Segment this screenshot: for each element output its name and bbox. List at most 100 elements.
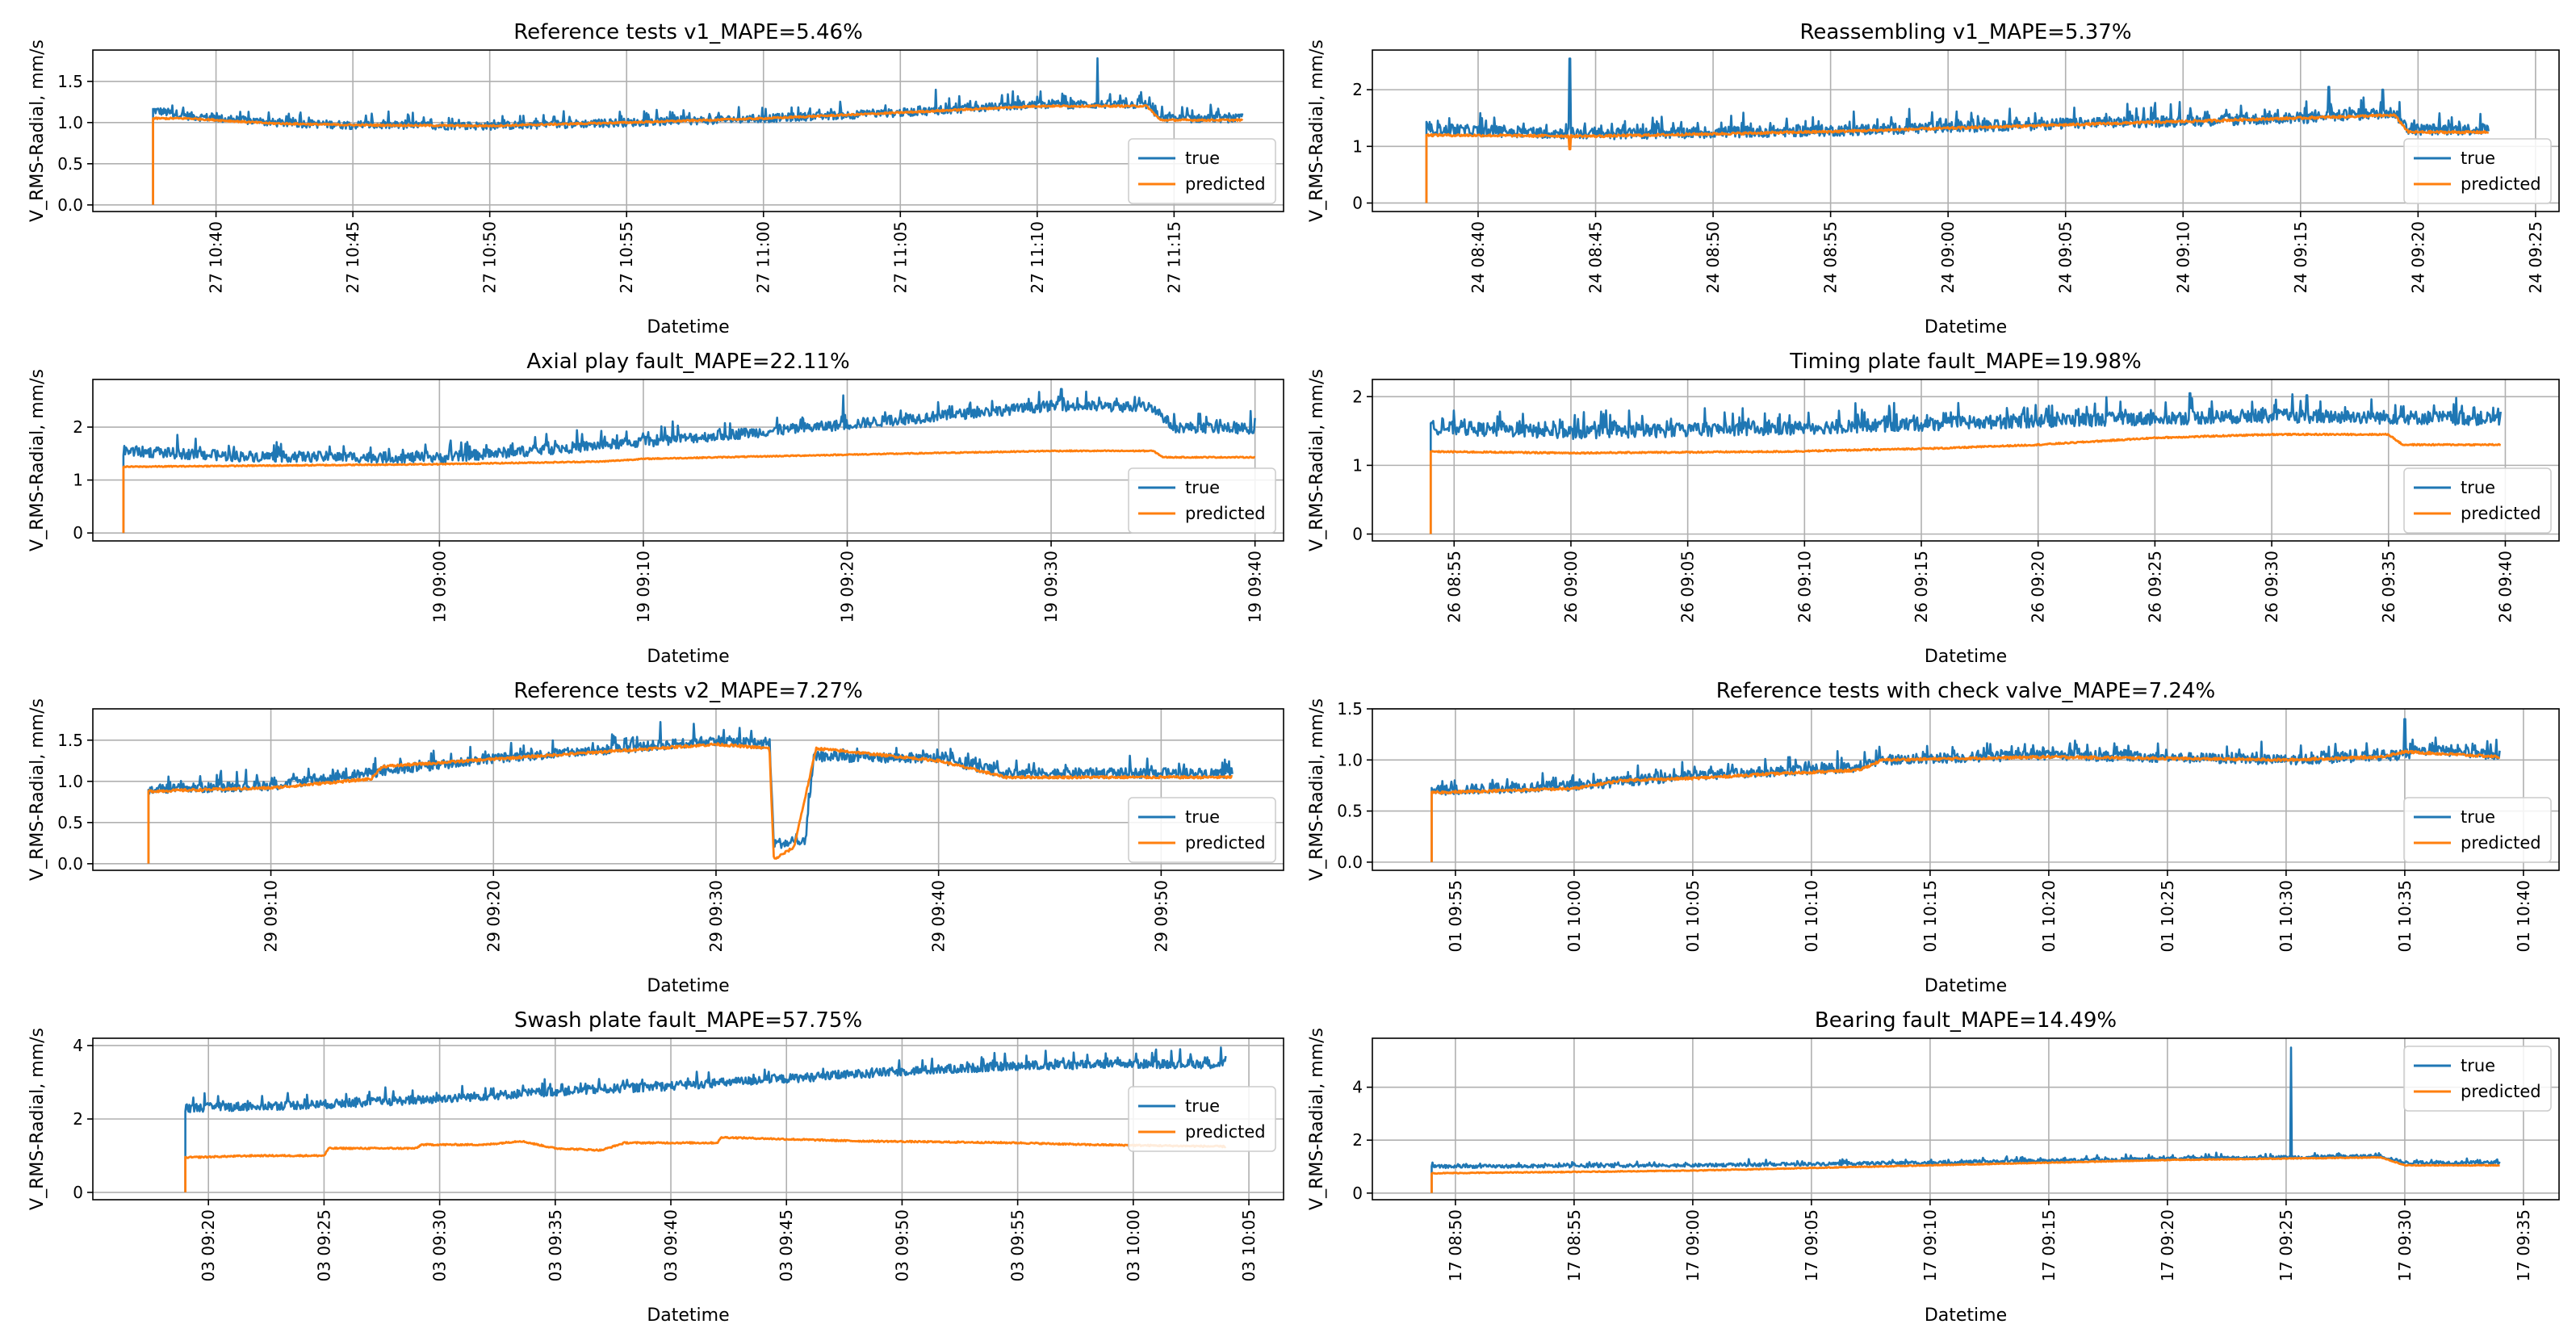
subplot-2: 0 1 2 24 08:40 24 08:45 24 08:50 24 08:55 24 09… <box>1307 20 2560 337</box>
x-tick-label: 01 10:10 <box>1802 880 1821 952</box>
x-tick-label: 24 09:00 <box>1938 221 1958 293</box>
legend-true-label: true <box>2461 807 2495 827</box>
x-axis-label: Datetime <box>647 647 729 667</box>
legend: true predicted <box>1128 1086 1276 1152</box>
legend: true predicted <box>1128 138 1276 204</box>
x-tick-label: 27 11:00 <box>754 221 773 293</box>
x-axis-label: Datetime <box>1925 647 2007 667</box>
predicted-series-line <box>1429 432 2502 534</box>
true-series-line <box>1430 718 2501 862</box>
y-tick-label: 2 <box>73 417 83 437</box>
legend: true predicted <box>2403 138 2552 204</box>
subplot-7: 0 2 4 03 09:20 03 09:25 03 09:30 03 09:35 03 09… <box>27 1008 1284 1326</box>
x-tick-label: 17 09:05 <box>1802 1209 1821 1281</box>
legend-box <box>1128 797 1276 863</box>
y-axis-label: V_RMS-Radial, mm/s <box>27 698 48 881</box>
y-tick-label: 1.0 <box>1337 750 1363 769</box>
legend-predicted-label: predicted <box>2461 1082 2541 1101</box>
y-tick-label: 1 <box>1352 455 1363 475</box>
x-tick-label: 27 10:55 <box>617 221 636 293</box>
y-axis-label: V_RMS-Radial, mm/s <box>1307 40 1327 222</box>
x-tick-label: 26 09:25 <box>2145 551 2164 622</box>
x-tick-label: 24 08:40 <box>1468 221 1488 293</box>
subplot-title: Reference tests v1_MAPE=5.46% <box>513 20 863 44</box>
legend-predicted-label: predicted <box>2461 504 2541 523</box>
x-tick-label: 24 09:10 <box>2173 221 2193 293</box>
y-tick-label: 0 <box>73 1183 83 1202</box>
y-tick-label: 0 <box>1352 524 1363 543</box>
y-tick-label: 0.5 <box>1337 802 1363 821</box>
legend-true-label: true <box>2461 478 2495 497</box>
y-tick-label: 2 <box>1352 1130 1363 1150</box>
y-tick-label: 2 <box>1352 387 1363 406</box>
y-tick-label: 1 <box>1352 136 1363 156</box>
legend-true-label: true <box>1185 1096 1220 1116</box>
legend-box <box>1128 467 1276 534</box>
legend-predicted-label: predicted <box>1185 504 1266 523</box>
legend-predicted-label: predicted <box>1185 833 1266 853</box>
x-tick-label: 17 09:35 <box>2514 1209 2533 1281</box>
subplot-1: 0.0 0.5 1.0 1.5 27 10:40 27 10:45 27 10:50 27 1… <box>27 20 1284 337</box>
x-tick-label: 03 09:50 <box>892 1209 911 1281</box>
x-axis-label: Datetime <box>1925 976 2007 996</box>
legend: true predicted <box>2403 797 2552 863</box>
y-axis-label: V_RMS-Radial, mm/s <box>1307 698 1327 881</box>
x-tick-label: 26 09:20 <box>2029 551 2048 622</box>
y-tick-label: 0.0 <box>57 195 83 215</box>
legend-true-label: true <box>2461 149 2495 168</box>
x-axis-label: Datetime <box>1925 1305 2007 1326</box>
x-tick-label: 17 08:50 <box>1446 1209 1465 1281</box>
subplot-title: Axial play fault_MAPE=22.11% <box>526 350 849 374</box>
y-tick-label: 1.0 <box>57 772 83 791</box>
x-tick-label: 19 09:00 <box>429 551 449 622</box>
x-tick-label: 01 10:40 <box>2514 880 2533 952</box>
x-tick-label: 03 09:55 <box>1008 1209 1028 1281</box>
axes-frame <box>92 708 1284 871</box>
subplot-3: 0 1 2 19 09:00 19 09:10 19 09:20 19 09:30 19 09… <box>27 350 1284 667</box>
y-tick-label: 2 <box>73 1109 83 1129</box>
subplot-title: Reference tests v2_MAPE=7.27% <box>513 679 863 703</box>
legend-predicted-label: predicted <box>1185 174 1266 194</box>
x-tick-label: 29 09:20 <box>484 880 503 952</box>
x-tick-label: 03 09:20 <box>199 1209 218 1281</box>
y-axis-label: V_RMS-Radial, mm/s <box>1307 1028 1327 1210</box>
y-tick-label: 1.5 <box>57 72 83 91</box>
x-tick-label: 19 09:40 <box>1246 551 1265 622</box>
x-tick-label: 19 09:20 <box>838 551 857 622</box>
y-tick-label: 1.0 <box>57 113 83 132</box>
x-tick-label: 27 10:45 <box>343 221 362 293</box>
axes-frame <box>92 379 1284 542</box>
y-tick-label: 1 <box>73 471 83 490</box>
x-tick-label: 24 08:45 <box>1586 221 1606 293</box>
true-series-line <box>1430 1046 2501 1193</box>
y-tick-label: 0.5 <box>57 813 83 832</box>
x-tick-label: 24 08:55 <box>1821 221 1841 293</box>
y-axis-label: V_RMS-Radial, mm/s <box>27 369 48 551</box>
legend: true predicted <box>1128 797 1276 863</box>
legend-box <box>2403 467 2552 534</box>
x-tick-label: 26 09:40 <box>2495 551 2515 622</box>
y-tick-label: 1.5 <box>1337 699 1363 719</box>
x-tick-label: 26 09:05 <box>1678 551 1698 622</box>
true-series-line <box>1430 392 2502 534</box>
subplot-5: 0.0 0.5 1.0 1.5 29 09:10 29 09:20 29 09:30 29 0… <box>27 679 1284 996</box>
legend-box <box>2403 797 2552 863</box>
legend-true-label: true <box>2461 1056 2495 1075</box>
subplot-title: Bearing fault_MAPE=14.49% <box>1815 1008 2117 1033</box>
x-tick-label: 27 11:15 <box>1164 221 1183 293</box>
legend-predicted-label: predicted <box>2461 833 2541 853</box>
x-tick-label: 03 09:35 <box>546 1209 565 1281</box>
x-tick-label: 03 10:05 <box>1239 1209 1259 1281</box>
x-tick-label: 17 09:30 <box>2395 1209 2415 1281</box>
x-tick-label: 03 09:30 <box>430 1209 450 1281</box>
true-series-line <box>147 721 1234 864</box>
true-series-line <box>184 1046 1227 1192</box>
y-tick-label: 0.5 <box>57 154 83 174</box>
legend: true predicted <box>2403 467 2552 534</box>
x-tick-label: 24 09:15 <box>2291 221 2310 293</box>
x-tick-label: 17 09:00 <box>1683 1209 1703 1281</box>
x-axis-label: Datetime <box>647 976 729 996</box>
y-tick-label: 4 <box>73 1036 83 1055</box>
axes-frame <box>1372 49 2560 212</box>
x-tick-label: 19 09:10 <box>634 551 653 622</box>
